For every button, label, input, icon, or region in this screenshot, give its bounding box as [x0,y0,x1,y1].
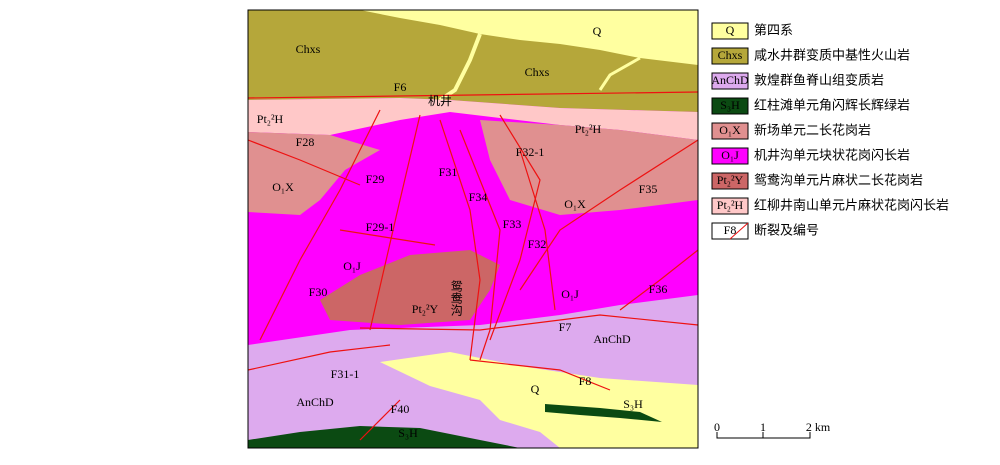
map-label: F35 [639,182,658,196]
legend-swatch [711,72,749,90]
map-label: 机井 [428,94,452,108]
map-label: Pt₂²Y [412,302,439,316]
map-label: Pt₂²H [257,112,284,126]
scale-label: 2 km [806,420,831,434]
fault [247,91,699,99]
map-label: 鸳鸯沟 [449,279,463,316]
map-label: Chxs [296,42,321,56]
fault [619,249,699,311]
map-labels: Q Chxs Chxs F6 机井 Pt₂²H Pt₂²H F28 F32-1 O₁X F29 F31… [257,24,668,440]
legend-symbol: Pt₂²H [717,198,744,212]
faults [247,91,699,441]
fault [259,109,381,341]
legend-swatch [711,47,749,65]
map-label: F29-1 [366,220,395,234]
legend-swatch [711,22,749,40]
legend-swatch [711,122,749,140]
map-label: O₁X [564,197,586,211]
legend-swatch [711,197,749,215]
map-body [247,9,699,449]
scale-label: 1 [760,420,766,434]
fault [519,139,699,291]
unit-q [360,10,698,65]
map-label: F29 [366,172,385,186]
fault [469,359,611,391]
legend-symbol: F8 [724,223,737,237]
map-label: F40 [391,402,410,416]
map-label: F6 [394,80,407,94]
scale-bar: 0 1 2 km [714,420,831,439]
map-label: Q [593,24,602,38]
map-label: F31 [439,165,458,179]
map-label: F28 [296,135,315,149]
map-label: F30 [309,285,328,299]
legend-text: 机井沟单元块状花岗闪长岩 [754,148,910,164]
fault [369,114,421,331]
legend-text: 断裂及编号 [754,224,819,239]
map-label: F34 [469,190,488,204]
legend-text: 红柳井南山单元片麻状花岗闪长岩 [754,198,949,214]
legend-symbol: O₁J [721,148,739,162]
map-label: Pt₂²H [575,122,602,136]
stream [598,56,641,91]
legend-symbol: O₁X [719,123,741,137]
legend-swatch [711,147,749,165]
map-label: F32 [528,237,547,251]
legend: Q 第四系 Chxs 咸水井群变质中基性火山岩 AnChD 敦煌群鱼脊山组变质岩 S₃H 红柱… [711,22,949,240]
unit-q [380,352,698,448]
legend-fault [729,222,749,240]
map-label: AnChD [296,395,334,409]
legend-text: 新场单元二长花岗岩 [754,123,871,139]
map-label: Q [531,382,540,396]
fault [247,139,361,186]
fault [459,129,501,361]
legend-symbol: AnChD [711,73,749,87]
legend-text: 红柱滩单元角闪辉长辉绿岩 [754,98,910,114]
map-frame [247,9,699,449]
legend-text: 敦煌群鱼脊山组变质岩 [754,73,884,89]
map-label: O₁X [272,180,294,194]
map-label: Chxs [525,65,550,79]
map-label: S₃H [398,426,418,440]
map-label: F32-1 [516,145,545,159]
map-label: O₁J [343,259,361,273]
map-label: F7 [559,320,572,334]
unit-pt-y [320,250,500,325]
unit-s3h [248,426,520,448]
map-label: O₁J [561,287,579,301]
fault [359,314,699,331]
map-label: F8 [579,374,592,388]
unit-pt-h [248,98,698,140]
fault [489,114,541,341]
legend-text: 咸水井群变质中基性火山岩 [754,48,910,64]
unit-s3h [545,404,662,422]
scale-label: 0 [714,420,720,434]
map-label: AnChD [593,332,631,346]
map-label: F31-1 [331,367,360,381]
fault [519,149,556,311]
legend-swatch [711,172,749,190]
map-label: S₃H [623,397,643,411]
legend-text: 鸳鸯沟单元片麻状二长花岗岩 [754,173,923,189]
fault [359,399,401,441]
fault [339,229,436,246]
map-label: F33 [503,217,522,231]
legend-symbol: Pt₂²Y [717,173,744,187]
legend-symbol: S₃H [720,98,740,112]
legend-symbol: Q [726,23,735,37]
legend-symbol: Chxs [718,48,743,62]
map-label: F36 [649,282,668,296]
legend-swatch [711,97,749,115]
legend-text: 第四系 [754,24,793,39]
unit-o1x [480,120,698,215]
fault [247,344,391,371]
fault [439,119,481,361]
